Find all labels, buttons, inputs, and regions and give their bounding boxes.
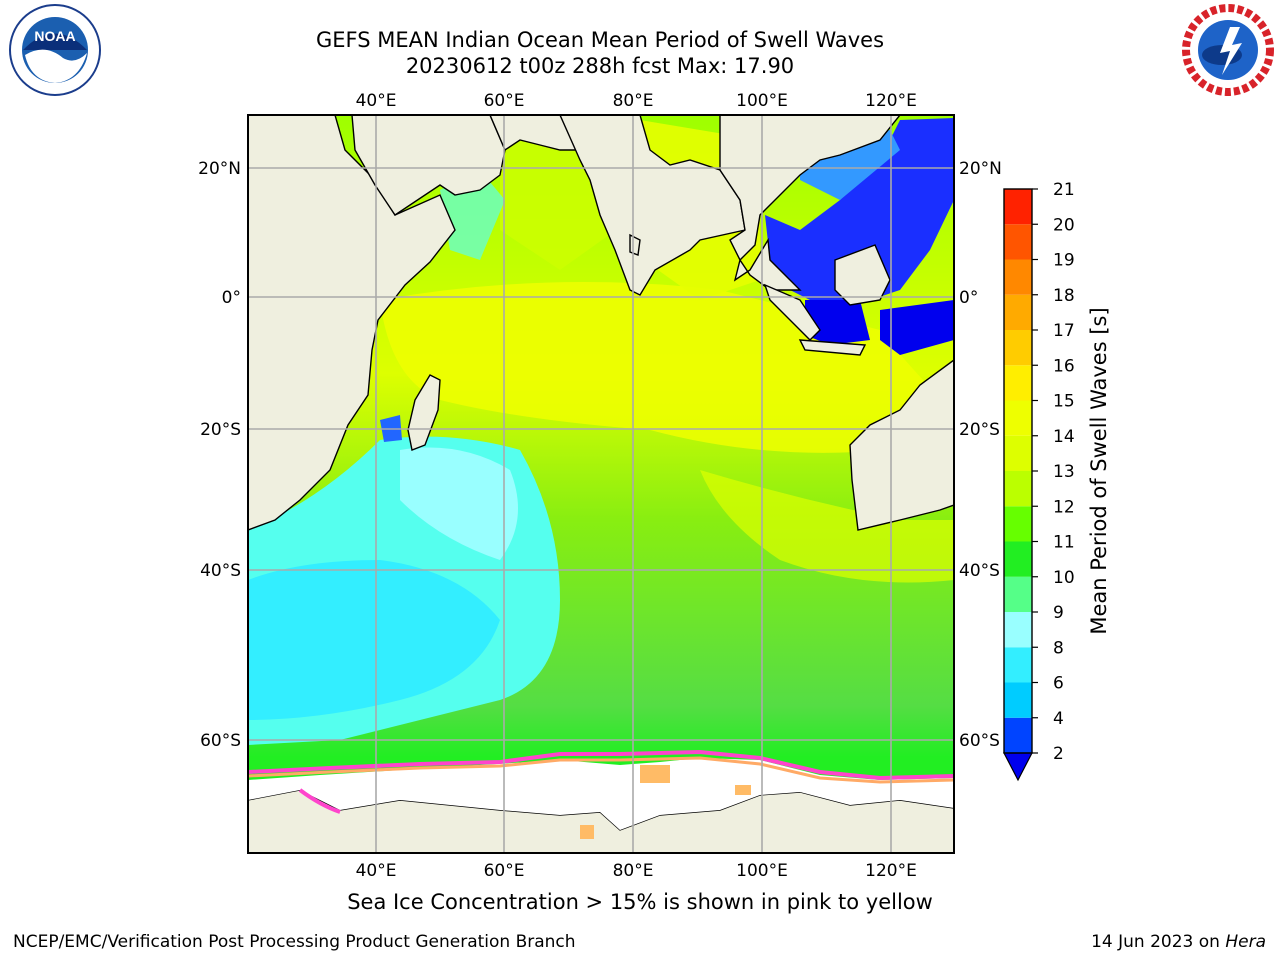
noaa-logo: NOAA (9, 4, 101, 96)
lon-label-top: 60°E (484, 91, 525, 111)
lon-label-bottom: 120°E (865, 861, 917, 881)
chart-title: GEFS MEAN Indian Ocean Mean Period of Sw… (315, 28, 885, 52)
credit-date: 14 Jun 2023 on (1091, 932, 1220, 952)
lat-label-right: 60°S (959, 731, 1000, 751)
lat-label-left: 0° (222, 288, 241, 308)
lon-label-bottom: 60°E (484, 861, 525, 881)
lat-label-left: 60°S (200, 731, 241, 751)
lon-label-bottom: 80°E (613, 861, 654, 881)
lon-label-bottom: 100°E (736, 861, 788, 881)
lon-label-top: 40°E (356, 91, 397, 111)
lat-label-right: 20°N (959, 159, 1002, 179)
noaa-logo-text: NOAA (34, 28, 75, 44)
lat-label-right: 0° (959, 288, 978, 308)
credit-right: 14 Jun 2023 on Hera (1091, 932, 1266, 952)
lon-label-bottom: 40°E (356, 861, 397, 881)
lat-label-right: 20°S (959, 420, 1000, 440)
lat-label-right: 40°S (959, 561, 1000, 581)
sea-ice-caption: Sea Ice Concentration > 15% is shown in … (347, 890, 933, 914)
lat-label-left: 20°N (198, 159, 241, 179)
land-masses (248, 115, 954, 853)
lat-label-left: 40°S (200, 561, 241, 581)
credit-host: Hera (1225, 932, 1266, 952)
map-frame (247, 114, 955, 854)
lon-label-top: 80°E (613, 91, 654, 111)
lon-label-top: 100°E (736, 91, 788, 111)
graticule (248, 115, 954, 853)
chart-subtitle: 20230612 t00z 288h fcst Max: 17.90 (405, 54, 795, 78)
credit-left: NCEP/EMC/Verification Post Processing Pr… (13, 932, 576, 952)
nws-logo (1182, 4, 1274, 96)
lon-label-top: 120°E (865, 91, 917, 111)
lat-label-left: 20°S (200, 420, 241, 440)
